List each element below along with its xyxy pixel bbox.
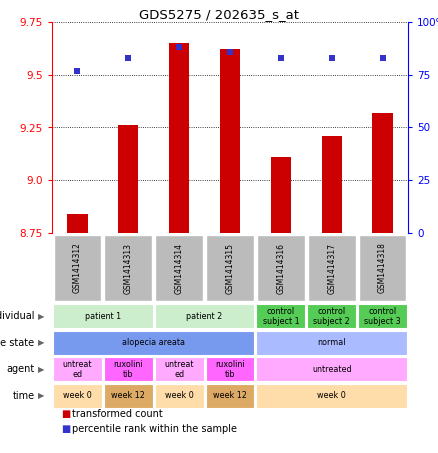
Text: untreat
ed: untreat ed — [164, 360, 194, 379]
Text: week 12: week 12 — [213, 391, 247, 400]
Bar — [271, 157, 291, 233]
Bar — [155, 235, 203, 301]
Text: ▶: ▶ — [38, 338, 44, 347]
Bar — [256, 384, 407, 408]
Text: alopecia areata: alopecia areata — [122, 338, 185, 347]
Bar — [53, 384, 102, 408]
Bar — [359, 235, 406, 301]
Text: GSM1414318: GSM1414318 — [378, 242, 387, 294]
Bar — [118, 125, 138, 233]
Bar — [256, 304, 305, 328]
Text: untreat
ed: untreat ed — [63, 360, 92, 379]
Bar — [53, 357, 102, 381]
Bar — [307, 304, 356, 328]
Bar — [205, 384, 254, 408]
Text: ▶: ▶ — [38, 365, 44, 374]
Text: patient 2: patient 2 — [187, 312, 223, 321]
Bar — [205, 357, 254, 381]
Text: control
subject 2: control subject 2 — [313, 307, 350, 326]
Text: week 12: week 12 — [111, 391, 145, 400]
Text: time: time — [12, 391, 35, 401]
Text: GSM1414312: GSM1414312 — [73, 242, 82, 294]
Text: control
subject 3: control subject 3 — [364, 307, 401, 326]
Text: GDS5275 / 202635_s_at: GDS5275 / 202635_s_at — [139, 8, 299, 21]
Text: GSM1414313: GSM1414313 — [124, 242, 133, 294]
Bar — [256, 331, 407, 355]
Bar — [53, 304, 153, 328]
Text: ruxolini
tib: ruxolini tib — [113, 360, 143, 379]
Text: normal: normal — [318, 338, 346, 347]
Bar — [256, 357, 407, 381]
Bar — [358, 304, 407, 328]
Bar — [53, 235, 101, 301]
Text: ■: ■ — [61, 424, 71, 434]
Text: GSM1414314: GSM1414314 — [175, 242, 184, 294]
Bar — [67, 214, 88, 233]
Bar — [104, 357, 153, 381]
Bar — [169, 43, 189, 233]
Text: GSM1414315: GSM1414315 — [226, 242, 234, 294]
Text: ■: ■ — [61, 409, 71, 419]
Text: ▶: ▶ — [38, 312, 44, 321]
Text: disease state: disease state — [0, 338, 35, 348]
Bar — [155, 384, 204, 408]
Bar — [206, 235, 254, 301]
Bar — [104, 384, 153, 408]
Bar — [220, 49, 240, 233]
Text: ruxolini
tib: ruxolini tib — [215, 360, 245, 379]
Bar — [321, 136, 342, 233]
Text: untreated: untreated — [312, 365, 352, 374]
Text: control
subject 1: control subject 1 — [262, 307, 299, 326]
Bar — [155, 304, 254, 328]
Bar — [155, 357, 204, 381]
Bar — [53, 331, 254, 355]
Text: patient 1: patient 1 — [85, 312, 121, 321]
Text: transformed count: transformed count — [72, 409, 162, 419]
Text: GSM1414317: GSM1414317 — [327, 242, 336, 294]
Bar — [372, 113, 393, 233]
Bar — [257, 235, 305, 301]
Text: individual: individual — [0, 311, 35, 321]
Text: week 0: week 0 — [165, 391, 194, 400]
Text: week 0: week 0 — [63, 391, 92, 400]
Text: week 0: week 0 — [318, 391, 346, 400]
Text: percentile rank within the sample: percentile rank within the sample — [72, 424, 237, 434]
Bar — [308, 235, 356, 301]
Bar — [104, 235, 152, 301]
Text: ▶: ▶ — [38, 391, 44, 400]
Text: GSM1414316: GSM1414316 — [276, 242, 286, 294]
Text: agent: agent — [6, 364, 35, 374]
